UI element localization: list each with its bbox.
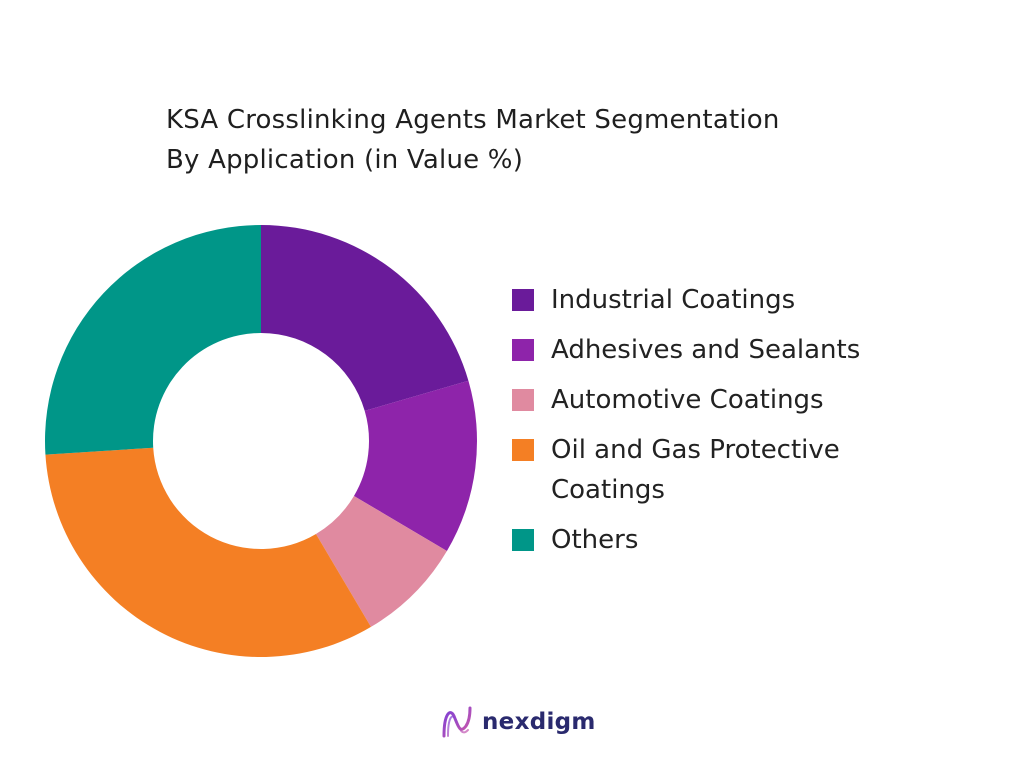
legend-swatch bbox=[512, 389, 534, 411]
legend-label: Adhesives and Sealants bbox=[551, 335, 861, 365]
donut-slice-automotive-coatings bbox=[315, 495, 447, 627]
legend-item: Automotive Coatings bbox=[512, 380, 932, 420]
brand-name: nexdigm bbox=[482, 709, 596, 735]
legend-swatch bbox=[512, 439, 534, 461]
chart-title: KSA Crosslinking Agents Market Segmentat… bbox=[166, 100, 780, 180]
legend-label: Others bbox=[551, 525, 639, 555]
donut-slice-others bbox=[45, 225, 261, 455]
legend-label: Oil and Gas Protective Coatings bbox=[551, 435, 840, 505]
legend-item: Adhesives and Sealants bbox=[512, 330, 932, 370]
chart-title-line-1: KSA Crosslinking Agents Market Segmentat… bbox=[166, 105, 780, 135]
brand-logo: nexdigm bbox=[440, 704, 596, 740]
legend-swatch bbox=[512, 339, 534, 361]
nexdigm-logo-icon bbox=[442, 706, 472, 738]
donut-slice-industrial-coatings bbox=[261, 225, 469, 411]
legend-label: Automotive Coatings bbox=[551, 385, 824, 415]
legend-item: Oil and Gas Protective Coatings bbox=[512, 430, 932, 510]
legend-label: Industrial Coatings bbox=[551, 285, 796, 315]
legend-item: Others bbox=[512, 520, 932, 560]
donut-slice-adhesives-and-sealants bbox=[353, 380, 477, 551]
legend-swatch bbox=[512, 289, 534, 311]
donut-slice-oil-and-gas-protective-coatings bbox=[45, 447, 371, 657]
legend-item: Industrial Coatings bbox=[512, 280, 932, 320]
chart-title-line-2: By Application (in Value %) bbox=[166, 145, 524, 175]
chart-legend: Industrial Coatings Adhesives and Sealant… bbox=[512, 280, 932, 570]
legend-swatch bbox=[512, 529, 534, 551]
